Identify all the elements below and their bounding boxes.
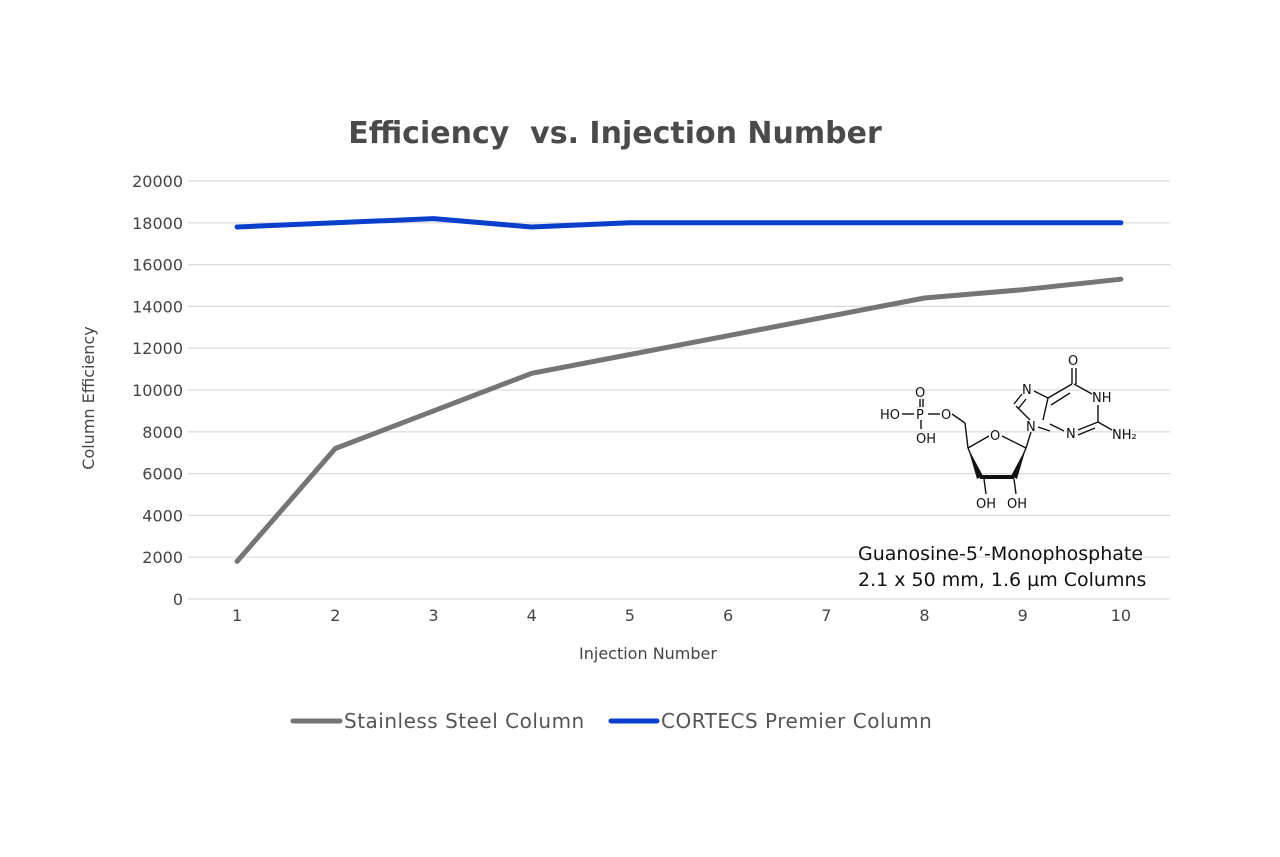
x-tick-label: 8 [919, 606, 929, 625]
x-tick-label: 1 [232, 606, 242, 625]
structure-label-oh-right: OH [1007, 497, 1027, 512]
legend-label-cortecs-premier: CORTECS Premier Column [661, 709, 932, 733]
structure-label-o-top: O [915, 386, 925, 401]
chart-title: Efficiency vs. Injection Number [348, 116, 882, 151]
x-tick-labels: 1 2 3 4 5 6 7 8 9 10 [232, 606, 1131, 625]
structure-label-nh2: NH₂ [1112, 428, 1137, 443]
y-tick-label: 2000 [142, 548, 183, 567]
structure-label-n-bottom: N [1066, 427, 1076, 442]
series-line-0 [234, 276, 1124, 564]
x-tick-label: 5 [625, 606, 635, 625]
y-tick-label: 6000 [142, 465, 183, 484]
series-lines [234, 216, 1124, 564]
structure-label-oh-left: OH [976, 497, 996, 512]
x-tick-label: 7 [821, 606, 831, 625]
structure-label-n7: N [1022, 383, 1032, 398]
x-tick-label: 3 [428, 606, 438, 625]
x-tick-label: 6 [723, 606, 733, 625]
y-tick-label: 10000 [132, 381, 183, 400]
structure-label-o-keto: O [1068, 354, 1078, 369]
y-tick-label: 4000 [142, 506, 183, 525]
series-line-1 [234, 216, 1124, 230]
structure-label-n9: N [1026, 420, 1036, 435]
structure-label-o-link: O [941, 408, 951, 423]
x-tick-label: 9 [1018, 606, 1028, 625]
y-tick-label: 16000 [132, 256, 183, 275]
y-tick-label: 0 [173, 590, 183, 609]
x-tick-label: 10 [1111, 606, 1131, 625]
x-tick-label: 4 [527, 606, 537, 625]
structure-label-ring-o: O [990, 429, 1000, 444]
y-tick-label: 18000 [132, 214, 183, 233]
y-axis-label: Column Efficiency [79, 326, 98, 469]
y-tick-label: 14000 [132, 297, 183, 316]
y-tick-labels: 0 2000 4000 6000 8000 10000 12000 14000 16000 180… [132, 172, 183, 609]
structure-label-oh-p: OH [916, 432, 936, 447]
y-tick-label: 12000 [132, 339, 183, 358]
legend: Stainless Steel Column CORTECS Premier C… [290, 709, 932, 733]
annotation-compound: Guanosine-5’-Monophosphate [858, 543, 1143, 565]
structure-label-ho: HO [880, 408, 900, 423]
structure-label-nh: NH [1092, 391, 1112, 406]
y-tick-label: 20000 [132, 172, 183, 191]
structure-label-p: P [916, 408, 924, 423]
legend-label-stainless-steel: Stainless Steel Column [344, 709, 585, 733]
y-tick-label: 8000 [142, 423, 183, 442]
guanosine-monophosphate-structure: O HO P O OH O OH OH N N [880, 354, 1137, 512]
x-axis-label: Injection Number [579, 644, 717, 663]
x-tick-label: 2 [330, 606, 340, 625]
annotation-column: 2.1 x 50 mm, 1.6 µm Columns [858, 569, 1146, 591]
